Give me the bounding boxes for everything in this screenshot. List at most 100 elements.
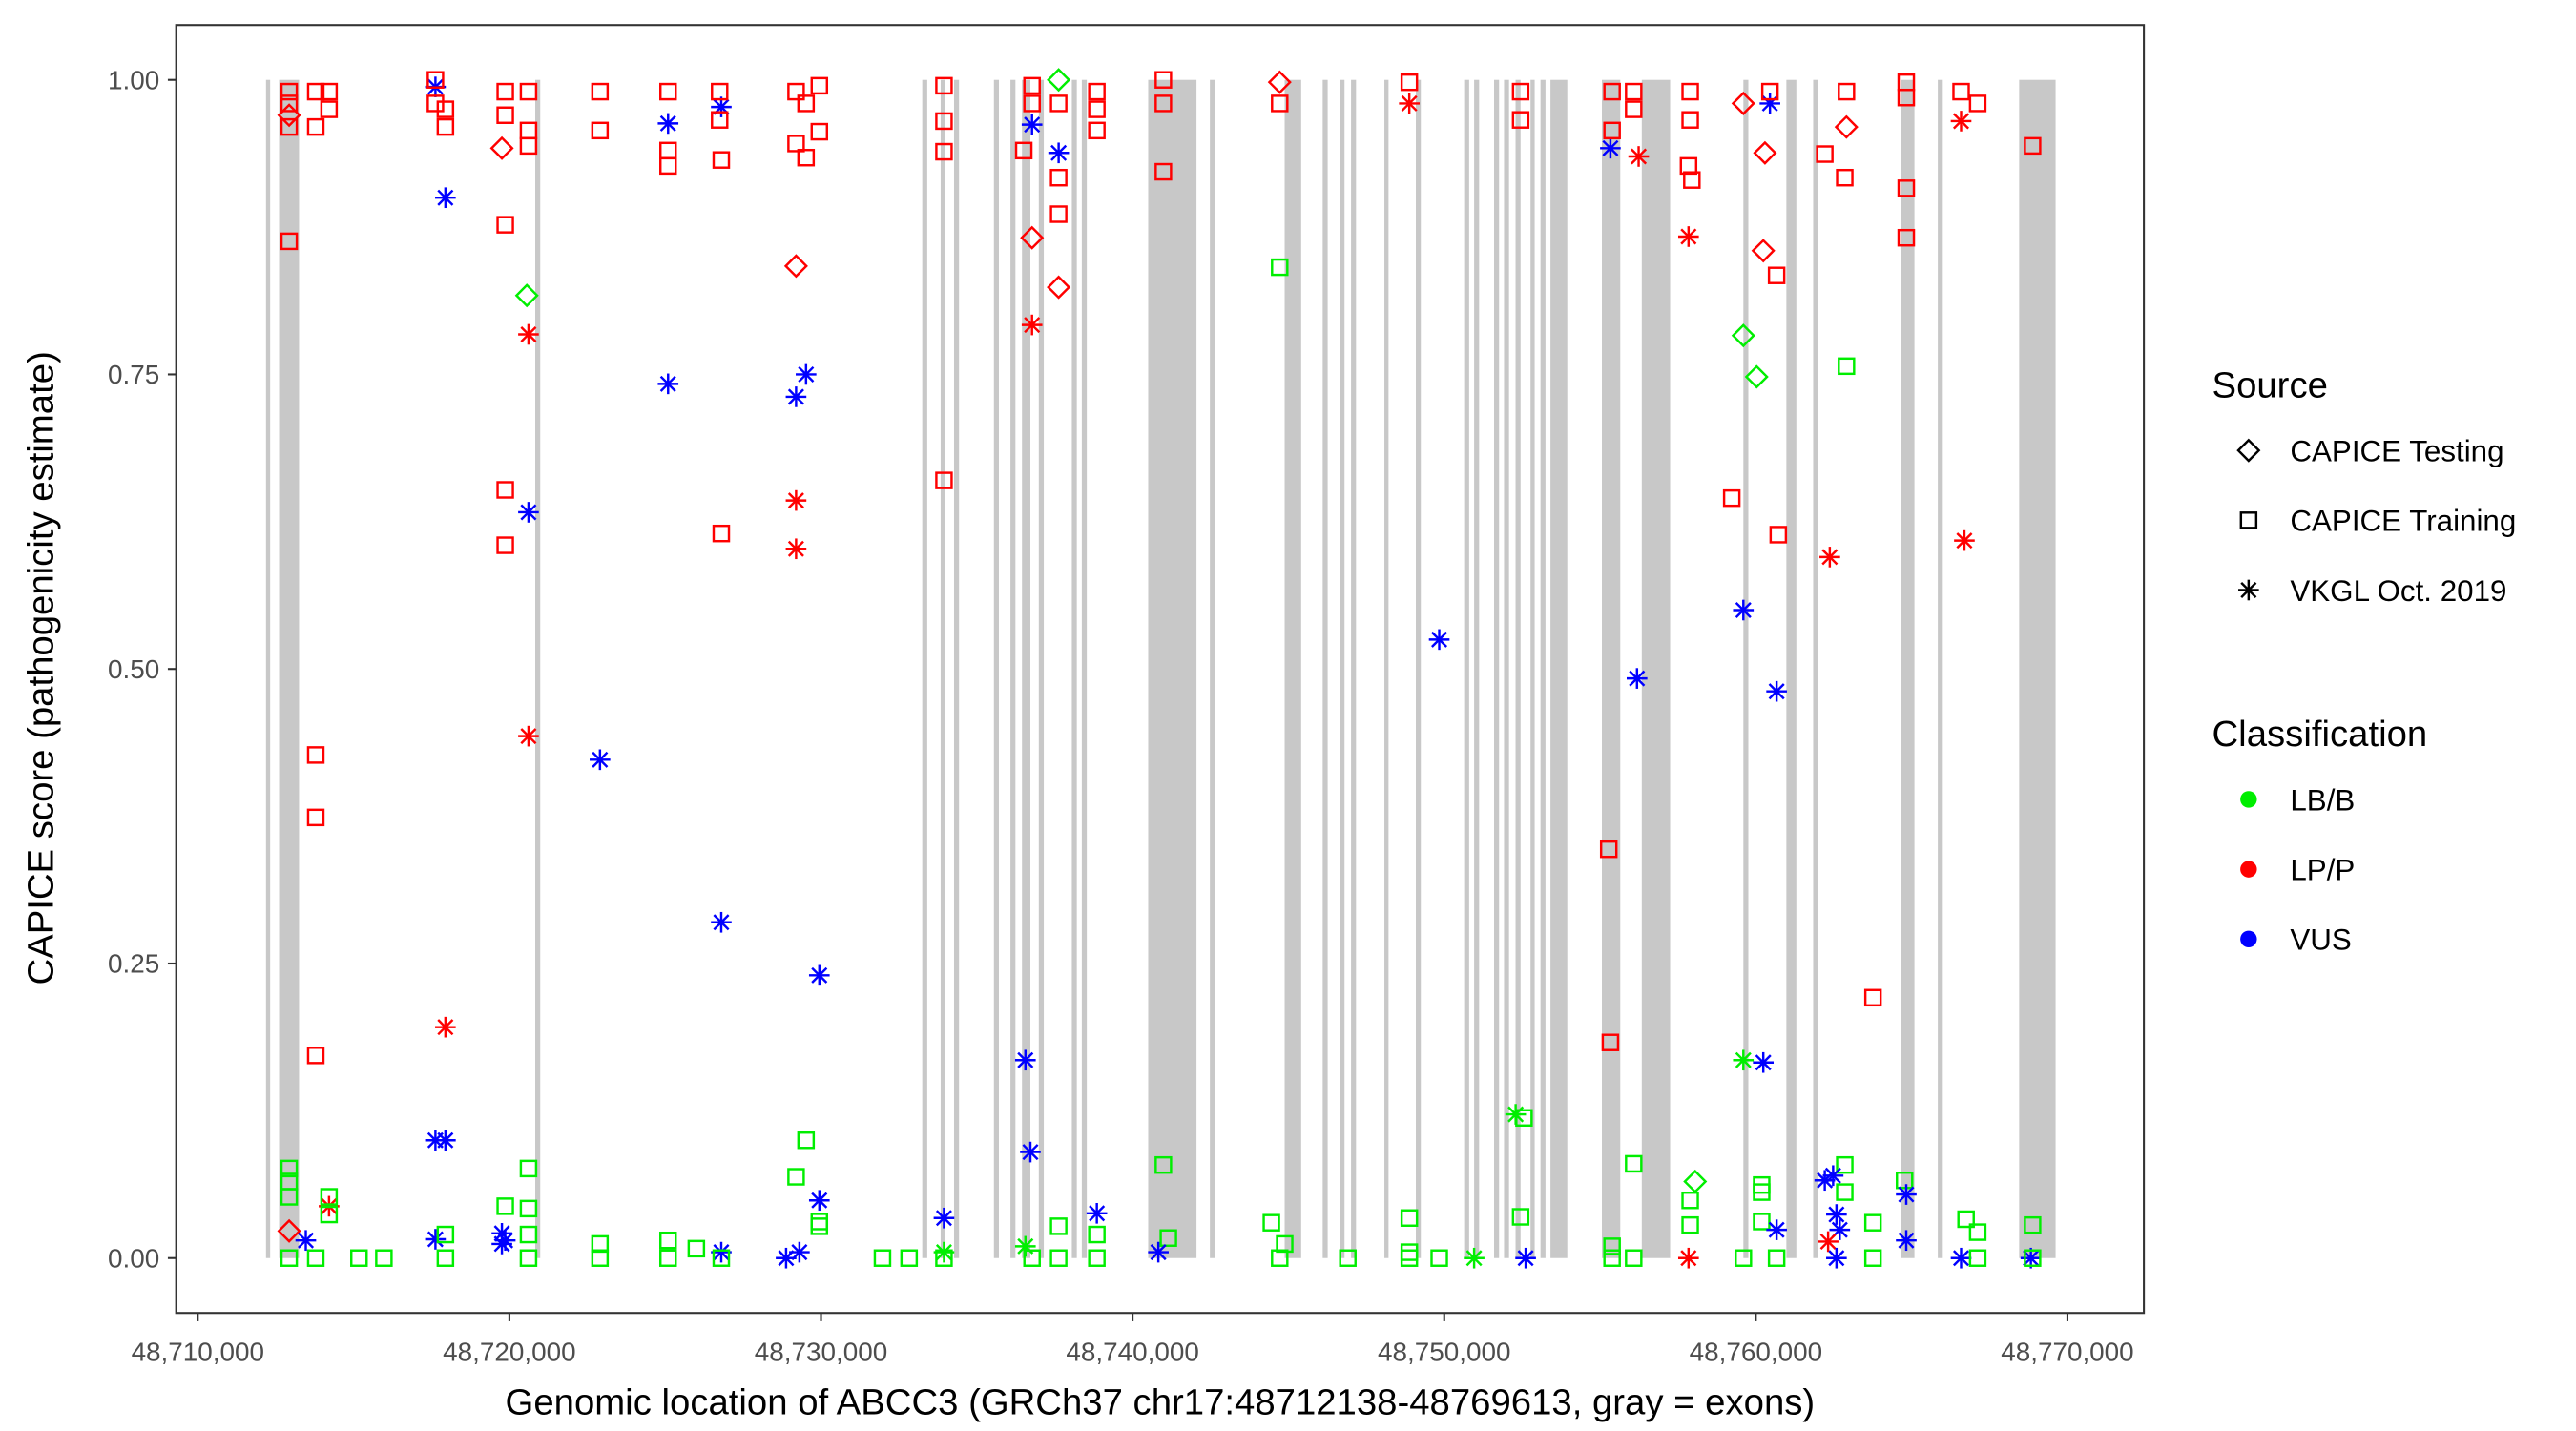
data-point [1733, 599, 1755, 621]
y-tick-label: 0.50 [108, 654, 159, 684]
data-point [1511, 1208, 1530, 1226]
exon-band [1515, 79, 1521, 1258]
x-tick-label: 48,770,000 [2001, 1338, 2133, 1367]
data-point [1154, 162, 1173, 181]
data-point [1896, 1230, 1917, 1252]
data-point [436, 1249, 455, 1267]
data-point [659, 82, 677, 101]
exon-bands [265, 79, 2056, 1258]
data-point [1047, 68, 1071, 93]
exon-band [535, 79, 541, 1258]
data-point [1731, 323, 1755, 348]
data-point [1023, 76, 1041, 95]
data-point [1399, 93, 1420, 114]
x-tick-label: 48,730,000 [755, 1338, 887, 1367]
exon-band [1813, 79, 1818, 1258]
data-point [1897, 179, 1916, 197]
data-point [797, 1131, 816, 1150]
exon-band [1530, 79, 1535, 1258]
data-point [1722, 488, 1741, 508]
data-point [1767, 266, 1786, 284]
data-point [711, 111, 729, 129]
data-point [518, 502, 539, 523]
legend: Source CAPICE Testing CAPICE Training VKGL … [2212, 364, 2517, 956]
y-tick-label: 0.00 [108, 1243, 159, 1273]
legend-dot-icon [2240, 791, 2257, 808]
data-point [1896, 1171, 1914, 1190]
data-point [1049, 168, 1068, 187]
data-point [1400, 73, 1419, 92]
data-point [1603, 1249, 1621, 1267]
data-point [1863, 1213, 1882, 1232]
data-point [810, 1217, 829, 1235]
exon-band [1540, 79, 1546, 1258]
x-tick-label: 48,760,000 [1690, 1338, 1822, 1367]
data-point [1897, 89, 1916, 107]
data-point [306, 808, 325, 827]
data-point [808, 1190, 830, 1212]
exon-band [265, 79, 271, 1258]
data-point [1049, 1217, 1068, 1235]
y-axis-title: CAPICE score (pathogenicity estimate) [21, 351, 62, 985]
data-point [1863, 1249, 1882, 1267]
data-point [873, 1249, 892, 1267]
data-point [1760, 82, 1779, 101]
data-point [1625, 82, 1643, 101]
data-point [787, 1168, 805, 1186]
data-point [2024, 136, 2042, 156]
data-point [496, 481, 514, 499]
data-point [1628, 146, 1650, 167]
legend-source-label: CAPICE Training [2290, 505, 2516, 538]
data-point [1753, 140, 1777, 165]
exon-band [1938, 79, 1943, 1258]
data-point [496, 536, 514, 554]
data-point [1271, 258, 1289, 277]
data-point [1836, 1155, 1854, 1174]
data-point [1766, 1219, 1787, 1240]
data-point [277, 103, 301, 128]
exon-band [2019, 79, 2056, 1258]
data-point [712, 524, 731, 543]
exon-band [1284, 79, 1301, 1258]
data-point [1086, 1202, 1108, 1224]
data-point [1968, 94, 1987, 113]
exon-band [1416, 79, 1422, 1258]
legend-class-label: LP/P [2290, 853, 2355, 886]
data-point [1511, 111, 1530, 129]
data-point [711, 911, 732, 933]
data-point [787, 135, 805, 153]
data-point [1601, 1033, 1620, 1051]
data-point [320, 100, 339, 118]
data-point [1950, 111, 1972, 132]
exon-band [953, 79, 960, 1258]
data-point [280, 94, 299, 113]
data-point [785, 489, 807, 511]
data-point [1819, 547, 1840, 568]
data-point [1767, 1249, 1786, 1267]
data-point [519, 1159, 538, 1178]
data-point [1896, 1184, 1917, 1205]
data-point [1021, 114, 1043, 135]
data-point [496, 82, 514, 101]
data-point [935, 471, 953, 489]
data-point [320, 1205, 339, 1224]
data-point [591, 121, 610, 140]
data-point [1271, 1249, 1289, 1267]
data-point [1154, 1155, 1173, 1174]
data-point [1603, 82, 1621, 101]
data-point [1400, 1209, 1419, 1227]
exon-band [1494, 79, 1500, 1258]
data-point [496, 1197, 514, 1215]
data-point [1822, 1165, 1844, 1187]
data-point [659, 1249, 677, 1267]
data-point [1088, 100, 1106, 118]
data-point [935, 112, 953, 131]
data-point [687, 1239, 706, 1258]
data-point [712, 1249, 731, 1267]
data-point [1339, 1249, 1357, 1267]
data-point [1088, 82, 1106, 101]
data-point [776, 1247, 797, 1269]
data-point [496, 106, 514, 124]
data-point [1735, 1249, 1753, 1267]
exon-band [940, 79, 945, 1258]
